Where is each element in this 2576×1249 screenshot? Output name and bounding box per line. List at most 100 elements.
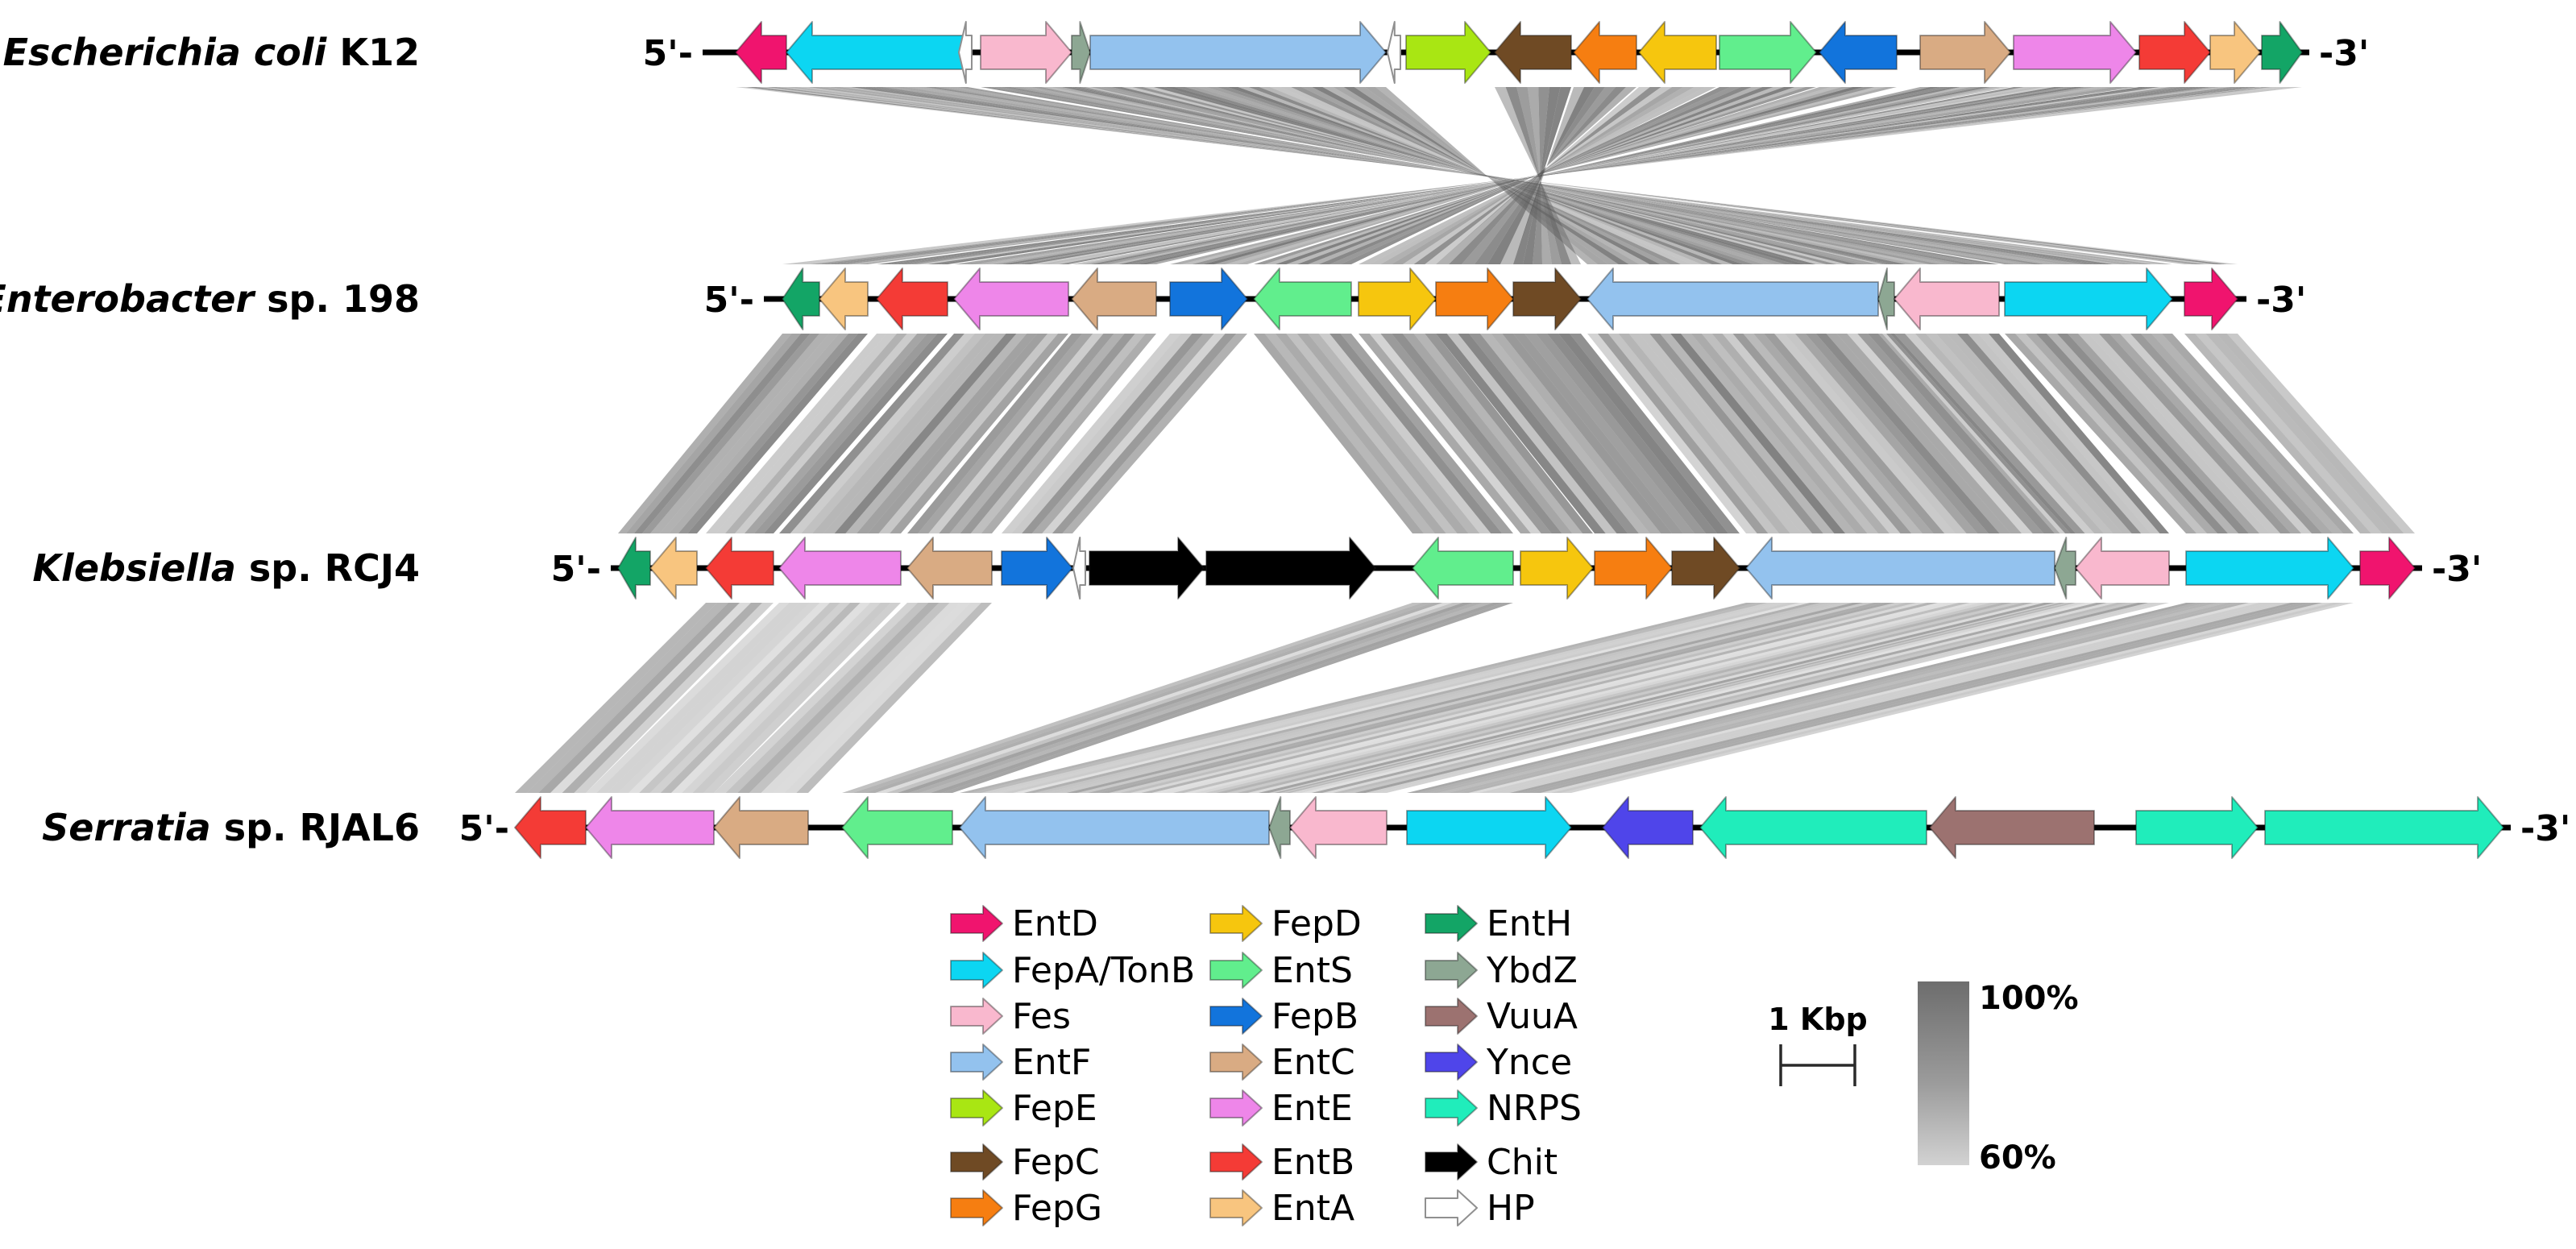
similarity-ribbon-entf [1002,603,1800,793]
similarity-ribbon-ents [875,603,1453,793]
gene-arrow-enta [2209,21,2261,84]
similarity-ribbon-fepc [1547,334,1717,533]
similarity-ribbon-fepd [1392,87,1683,264]
similarity-ribbon-fepa-tonb [2057,334,2249,533]
similarity-ribbon-entb [706,334,887,533]
similarity-ribbon-ents [1340,87,1731,264]
similarity-ribbon-fepd [1380,334,1552,533]
similarity-ribbon-entf [1215,603,2013,793]
gene-arrow-ents [1412,537,1514,600]
similarity-ribbon-entf [1226,603,2023,793]
gene-arrow-hp [1072,537,1086,600]
similarity-ribbon-entf [1764,334,1945,533]
legend-arrow-ente [1209,1089,1263,1127]
similarity-ribbon-entf [1194,603,1991,793]
similarity-ribbon-entf [1206,87,1765,264]
similarity-ribbon-entf [1111,87,1858,264]
similarity-ribbon-entf [1248,87,1723,264]
legend-arrow-nrps [1425,1089,1478,1127]
similarity-ribbon-entc [918,334,1093,533]
gene-arrow-ybdz [1071,21,1091,84]
similarity-ribbon-entf [1836,334,2022,533]
legend-label-entf: EntF [1012,1042,1091,1083]
similarity-ribbon-ents [1275,334,1446,533]
gene-arrow-chit [1089,537,1205,600]
similarity-ribbon-ents [1296,87,1773,264]
gene-arrow-ynce [1602,796,1694,859]
similarity-ribbon-fes [990,87,1988,264]
similarity-ribbon-fepc [1513,334,1683,533]
similarity-ribbon-fepa-tonb [1407,603,2196,793]
legend-arrow-fepc [950,1143,1003,1181]
similarity-ribbon-enth [810,87,2272,264]
similarity-ribbon-entf [1119,603,1917,793]
similarity-ribbon-fes [1989,334,2169,533]
similarity-ribbon-entc [737,603,940,793]
similarity-ribbon-entf [1076,603,1874,793]
legend-arrow-ynce [1425,1044,1478,1081]
similarity-ribbon-fes [1021,87,1953,264]
similarity-ribbon-entf [1013,603,1811,793]
similarity-ribbon-entf [1143,87,1827,264]
gene-tracks [514,21,2511,859]
legend-label-nrps: NRPS [1487,1088,1582,1129]
similarity-ribbon-ents [930,603,1504,793]
similarity-ribbons [515,87,2415,793]
gene-arrow-ente [953,268,1069,330]
similarity-ribbon-fepa-tonb [840,87,2123,264]
similarity-ribbon-entd [2205,334,2393,533]
gene-arrow-entb [514,796,587,859]
gene-arrow-entb [2138,21,2211,84]
similarity-ribbon-enta [678,334,858,533]
similarity-ribbon-ents [864,603,1443,793]
similarity-ribbon-fes [1343,603,2138,793]
similarity-ribbon-entf [1205,603,2001,793]
similarity-ribbon-entf [1109,603,1906,793]
gene-arrow-enta [819,268,869,330]
similarity-ribbon-ente [660,603,861,793]
similarity-ribbon-entc [1137,87,1940,264]
similarity-ribbon-entd [2216,334,2404,533]
legend-arrow-ents [1209,952,1263,989]
similarity-ribbon-entf [1826,334,2011,533]
similarity-ribbon-enth [634,334,811,533]
legend-label-fepa-tonb: FepA/TonB [1012,950,1195,991]
similarity-ribbon-entf [1098,603,1895,793]
similarity-ribbon-fes [981,87,1999,264]
gene-arrow-entf [959,796,1270,859]
similarity-ribbon-entb [725,334,907,533]
similarity-ribbon-ente [890,334,1068,533]
similarity-ribbon-ente [1002,87,2085,264]
similarity-ribbon-fepd [1413,334,1583,533]
similarity-ribbon-entc [749,603,950,793]
similarity-ribbon-entc [773,603,971,793]
similarity-ribbon-entb [754,334,938,533]
similarity-ribbon-ente [867,334,1048,533]
similarity-ribbon-entb [745,334,927,533]
gene-arrow-entf [1745,537,2055,600]
gene-arrow-fepa-tonb [2185,537,2354,600]
similarity-ribbon-fepa-tonb [1458,603,2249,793]
similarity-ribbon-entf [1280,87,1691,264]
identity-gradient-bar [1918,981,1969,1165]
similarity-ribbon-fepa-tonb [818,87,2143,264]
similarity-ribbon-fepa-tonb [2015,334,2207,533]
similarity-ribbon-entf [1164,87,1806,264]
similarity-ribbon-fepa-tonb [946,87,2025,264]
similarity-ribbon-ents [1318,334,1491,533]
similarity-ribbon-fepa-tonb [1479,603,2270,793]
similarity-ribbon-entf [1130,603,1927,793]
similarity-ribbon-entc [928,334,1104,533]
legend-label-enta: EntA [1271,1188,1354,1229]
similarity-ribbon-entf [1184,87,1785,264]
similarity-ribbon-ente [617,603,820,793]
legend-arrow-hp [1425,1189,1478,1226]
similarity-ribbon-ente [834,334,1017,533]
three-prime-label-row4: -3' [2520,808,2570,849]
similarity-ribbon-entf [1774,334,1956,533]
similarity-ribbon-entf [960,603,1757,793]
similarity-ribbon-fes [1354,603,2149,793]
similarity-ribbon-entf [1090,87,1878,264]
gene-arrow-vuua [1929,796,2095,859]
similarity-ribbon-ents [919,603,1493,793]
